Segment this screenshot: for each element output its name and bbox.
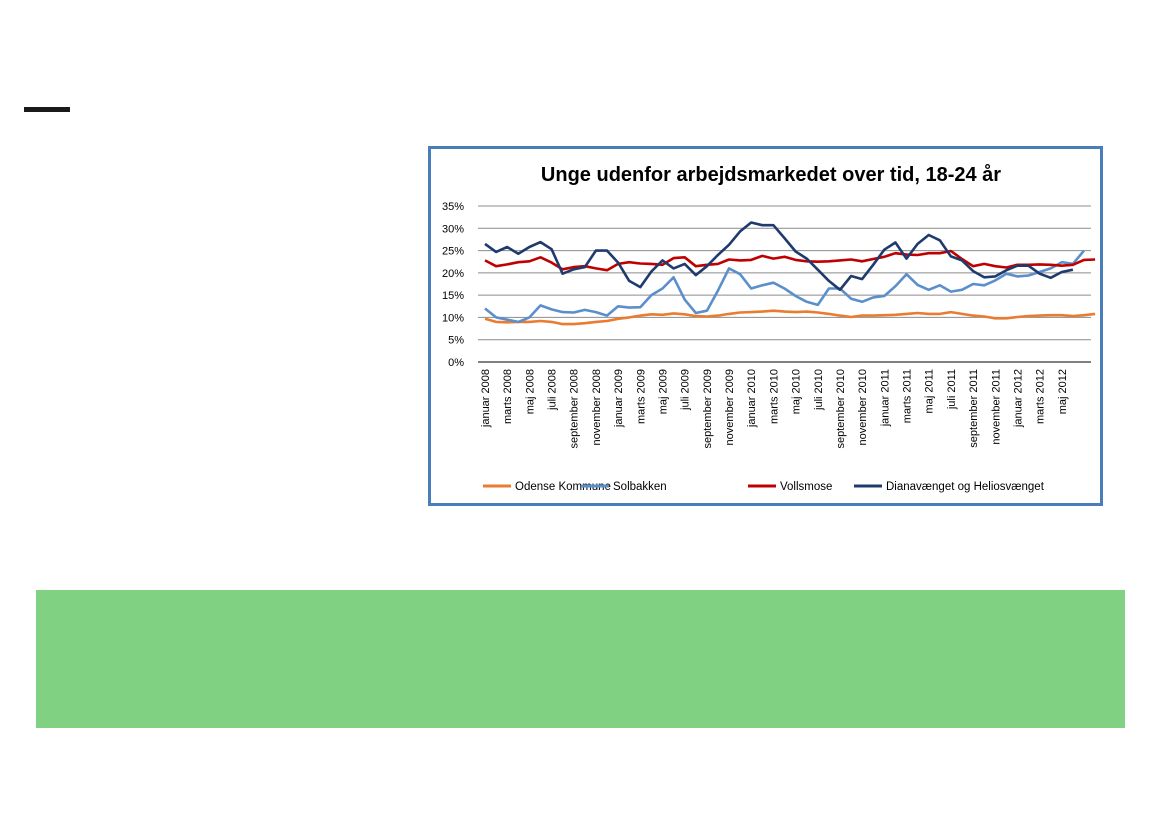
- x-tick-label: maj 2011: [924, 369, 936, 413]
- legend-label: Odense Kommune: [515, 481, 611, 493]
- x-tick-label: maj 2012: [1057, 369, 1069, 414]
- x-tick-label: september 2008: [569, 369, 581, 449]
- x-tick-label: januar 2008: [480, 369, 492, 428]
- x-tick-label: september 2011: [968, 369, 980, 448]
- y-tick-label: 15%: [442, 290, 464, 302]
- y-tick-label: 20%: [442, 268, 464, 280]
- legend-label: Dianavænget og Heliosvænget: [886, 481, 1045, 493]
- x-tick-label: juli 2008: [547, 369, 559, 411]
- x-tick-label: november 2011: [990, 369, 1002, 445]
- x-tick-label: maj 2008: [524, 369, 536, 414]
- x-tick-label: marts 2011: [902, 369, 914, 423]
- legend-label: Solbakken: [613, 481, 667, 493]
- x-tick-label: marts 2010: [768, 369, 780, 424]
- x-tick-label: marts 2009: [635, 369, 647, 424]
- x-tick-label: november 2010: [857, 369, 869, 445]
- series-lines: [484, 221, 1096, 326]
- y-tick-label: 0%: [448, 357, 464, 369]
- x-tick-label: september 2009: [702, 369, 714, 449]
- series-line: [484, 249, 1096, 272]
- grid-lines: [478, 205, 1091, 363]
- x-tick-label: maj 2010: [791, 369, 803, 414]
- x-axis-ticks: januar 2008 marts 2008 maj 2008 juli 2008 se…: [480, 369, 1069, 449]
- series-line: [484, 221, 1074, 292]
- x-tick-label: marts 2008: [502, 369, 514, 424]
- x-tick-label: marts 2012: [1035, 369, 1047, 424]
- x-tick-label: juli 2010: [813, 369, 825, 411]
- x-tick-label: januar 2009: [613, 369, 625, 428]
- x-tick-label: maj 2009: [657, 369, 669, 414]
- chart-legend: Odense Kommune Solbakken Vollsmose Dianavæn…: [483, 481, 1045, 493]
- x-tick-label: september 2010: [835, 369, 847, 449]
- x-tick-label: januar 2012: [1012, 369, 1024, 428]
- y-tick-label: 5%: [448, 335, 464, 347]
- chart-frame: Unge udenfor arbejdsmarkedet over tid, 1…: [428, 146, 1103, 506]
- y-tick-label: 25%: [442, 246, 464, 258]
- green-band: [36, 590, 1125, 728]
- y-tick-label: 35%: [442, 201, 464, 213]
- y-axis-ticks: 0% 5% 10% 15% 20% 25% 30% 35%: [442, 201, 464, 369]
- x-tick-label: november 2008: [591, 369, 603, 445]
- y-tick-label: 30%: [442, 223, 464, 235]
- series-line: [484, 249, 1085, 324]
- title-dash: [24, 107, 70, 112]
- x-tick-label: november 2009: [724, 369, 736, 445]
- chart-title: Unge udenfor arbejdsmarkedet over tid, 1…: [541, 163, 1001, 186]
- x-tick-label: januar 2010: [746, 369, 758, 428]
- y-tick-label: 10%: [442, 312, 464, 324]
- series-line: [484, 309, 1096, 326]
- x-tick-label: januar 2011: [879, 369, 891, 427]
- x-tick-label: juli 2009: [680, 369, 692, 411]
- legend-label: Vollsmose: [780, 481, 832, 493]
- x-tick-label: juli 2011: [946, 369, 958, 410]
- line-chart: Unge udenfor arbejdsmarkedet over tid, 1…: [442, 163, 1096, 493]
